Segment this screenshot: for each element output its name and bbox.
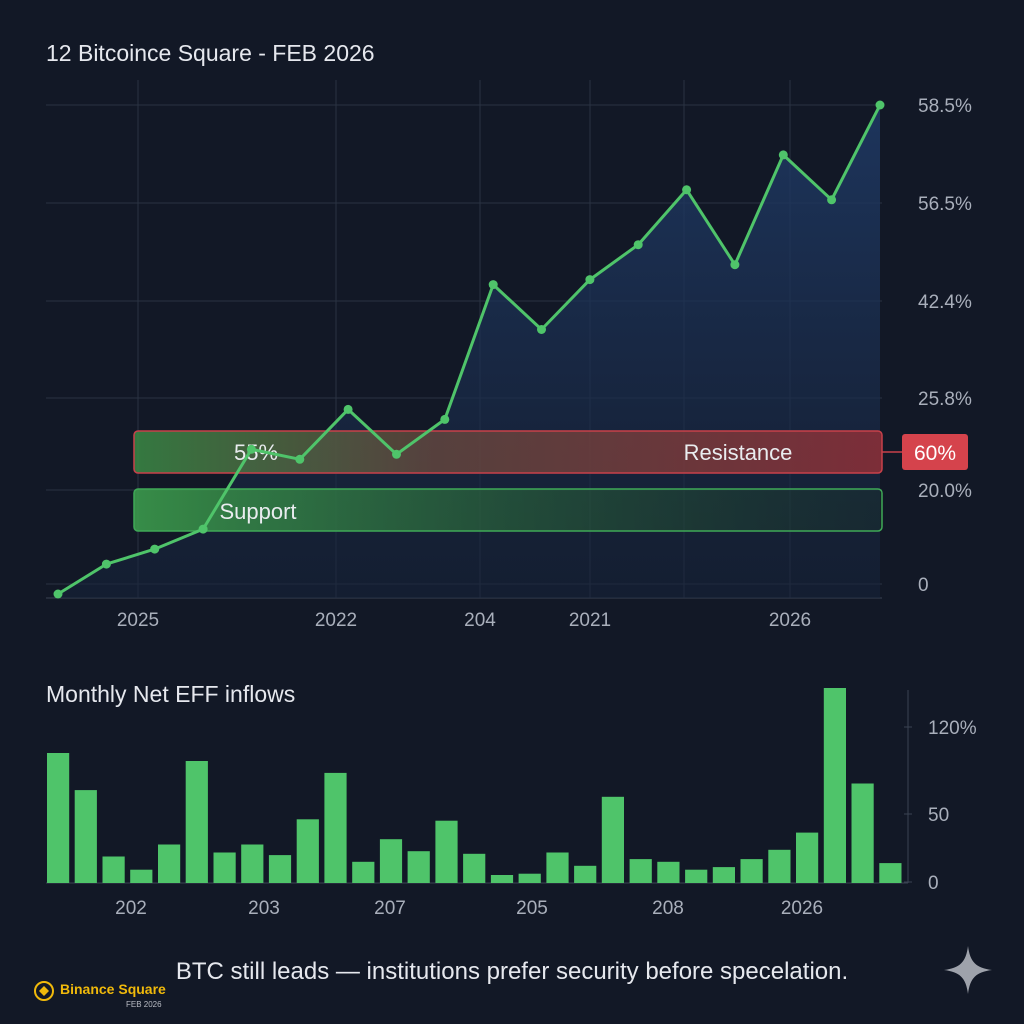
data-point (730, 260, 740, 270)
data-point (633, 240, 643, 250)
binance-logo-icon (34, 981, 54, 1001)
data-point (53, 589, 63, 599)
bar (518, 873, 541, 883)
data-point (875, 100, 885, 110)
x-tick-label: 2026 (769, 610, 811, 631)
bar (324, 772, 347, 883)
bar (241, 844, 264, 883)
caption: BTC still leads — institutions prefer se… (175, 958, 849, 985)
bar (851, 783, 874, 883)
line-points (53, 100, 885, 599)
bar (879, 863, 902, 883)
data-point (440, 414, 450, 424)
bar (379, 839, 403, 883)
data-point (343, 404, 353, 414)
x-tick-label: 203 (248, 898, 280, 919)
support-band-bar (133, 488, 883, 532)
resistance-value-label: 60% (914, 442, 956, 465)
bar-chart-title: Monthly Net EFF inflows (46, 681, 295, 707)
support-band: Support (133, 488, 883, 532)
bar-series (47, 688, 902, 883)
line-y-axis: 58.5% 56.5% 42.4% 25.8% 20.0% 0 (918, 96, 972, 596)
line-chart-title: 12 Bitcoince Square - FEB 2026 (46, 40, 375, 66)
brand-logo: Binance Square FEB 2026 (34, 978, 184, 1018)
data-point (295, 454, 305, 464)
bar (796, 832, 819, 883)
data-point (682, 185, 692, 195)
y-tick-label: 0 (928, 873, 939, 894)
bar (47, 753, 70, 883)
bar (574, 865, 597, 883)
bar (74, 790, 97, 883)
bar-y-axis: 120% 50 0 (928, 718, 977, 894)
line-chart-area (58, 105, 880, 598)
bar-x-axis: 202 203 207 205 208 2026 (115, 898, 823, 919)
bar (407, 851, 430, 883)
y-tick-label: 25.8% (918, 389, 972, 410)
x-tick-label: 2025 (117, 610, 159, 631)
bar (712, 867, 735, 883)
bar (435, 820, 458, 883)
y-tick-label: 0 (918, 575, 929, 596)
bar (296, 819, 319, 883)
bar (768, 849, 791, 883)
sparkle-icon (944, 946, 992, 994)
data-point (101, 559, 111, 569)
bar (601, 796, 624, 883)
bar (685, 869, 708, 883)
bar (268, 855, 292, 883)
brand-date: FEB 2026 (126, 1000, 162, 1009)
bar (185, 761, 208, 883)
bar (490, 875, 514, 883)
y-tick-label: 20.0% (918, 481, 972, 502)
bar (740, 859, 763, 883)
brand-name: Binance Square (60, 981, 166, 997)
data-point (246, 444, 256, 454)
x-tick-label: 207 (374, 898, 406, 919)
y-tick-label: 58.5% (918, 96, 972, 117)
support-band-label: Support (219, 499, 296, 524)
x-tick-label: 2022 (315, 610, 357, 631)
bar (158, 844, 181, 883)
area-fill (58, 105, 880, 598)
series-line (57, 104, 882, 596)
bar (463, 853, 486, 883)
y-tick-label: 56.5% (918, 194, 972, 215)
data-point (778, 150, 788, 160)
data-point (150, 544, 160, 554)
x-tick-label: 205 (516, 898, 548, 919)
data-point (392, 449, 401, 459)
data-point (537, 325, 546, 334)
bar (657, 861, 680, 883)
bar (130, 869, 153, 883)
x-tick-label: 2021 (569, 610, 611, 631)
line-x-axis: 2025 2022 204 2021 2026 (117, 610, 811, 631)
data-point (827, 195, 837, 205)
bar (352, 861, 375, 883)
y-tick-label: 42.4% (918, 292, 972, 313)
line-series (57, 104, 882, 596)
y-tick-label: 120% (928, 718, 977, 739)
data-point (585, 275, 595, 285)
bar (546, 852, 569, 883)
bar (629, 859, 652, 883)
data-point (488, 280, 498, 290)
resistance-value-badge (902, 434, 968, 470)
bar (823, 688, 846, 883)
x-tick-label: 202 (115, 898, 147, 919)
resistance-band-label: Resistance (684, 440, 793, 465)
x-tick-label: 204 (464, 610, 496, 631)
y-tick-label: 50 (928, 805, 949, 826)
bar (102, 856, 125, 883)
resistance-band: 55% Resistance 60% (133, 430, 968, 474)
x-tick-label: 2026 (781, 898, 823, 919)
bar (213, 852, 236, 883)
x-tick-label: 208 (652, 898, 684, 919)
data-point (198, 524, 208, 534)
